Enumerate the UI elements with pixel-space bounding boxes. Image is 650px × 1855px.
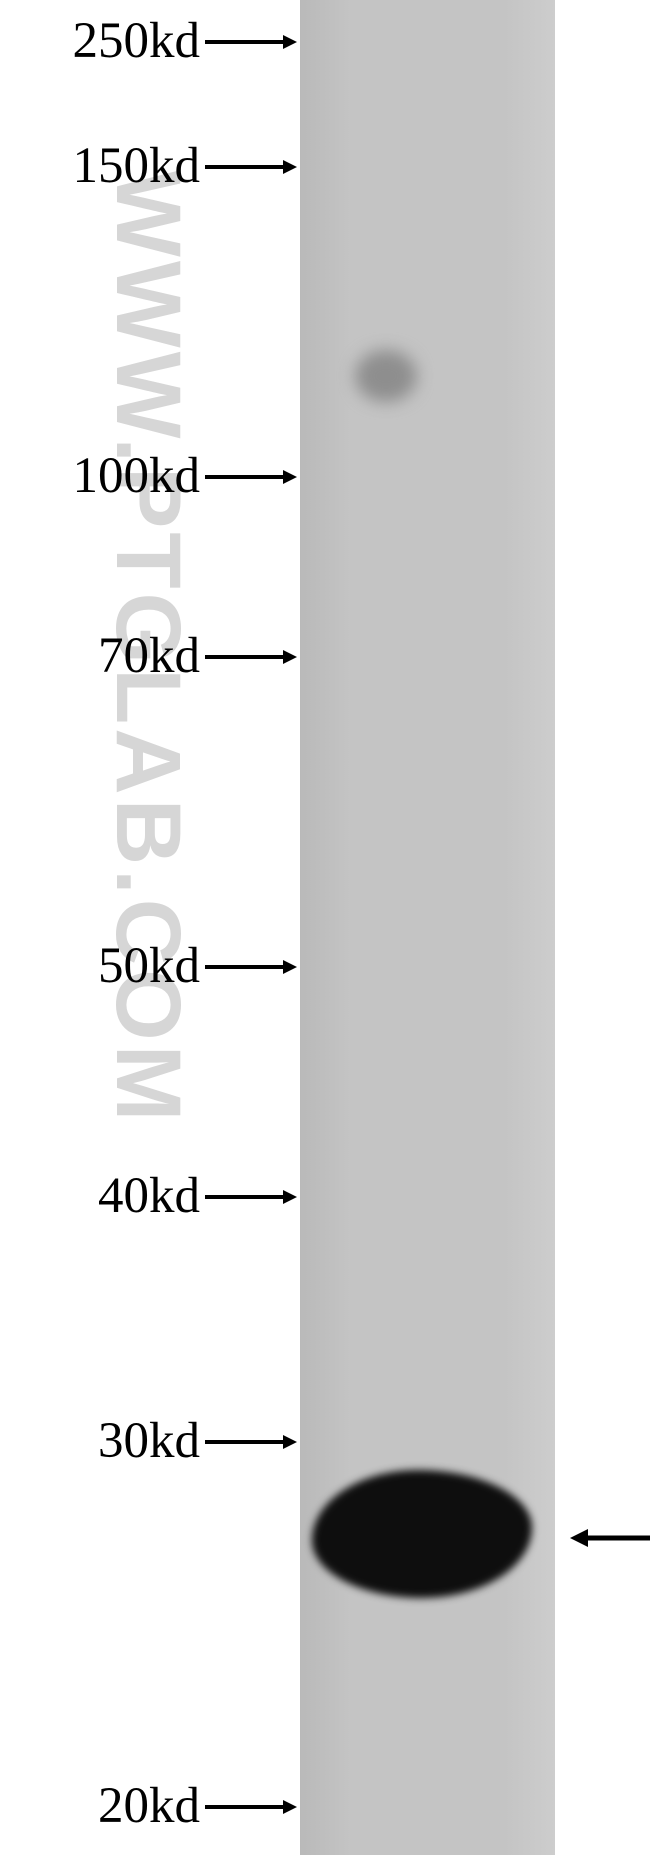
blot-figure: WWW.PTGLAB.COM 250kd150kd100kd70kd50kd40… bbox=[0, 0, 650, 1855]
mw-arrow-icon bbox=[205, 158, 297, 181]
mw-arrow-icon bbox=[205, 958, 297, 981]
mw-arrow-icon bbox=[205, 648, 297, 671]
mw-label-150kd: 150kd bbox=[73, 137, 201, 195]
mw-label-20kd: 20kd bbox=[98, 1777, 200, 1835]
mw-arrow-icon bbox=[205, 1798, 297, 1821]
arrow-left-icon bbox=[570, 1527, 650, 1549]
mw-label-40kd: 40kd bbox=[98, 1167, 200, 1225]
mw-arrow-icon bbox=[205, 1433, 297, 1456]
mw-label-100kd: 100kd bbox=[73, 447, 201, 505]
mw-arrow-icon bbox=[205, 1188, 297, 1211]
mw-arrow-icon bbox=[205, 33, 297, 56]
mw-label-250kd: 250kd bbox=[73, 12, 201, 70]
result-arrow bbox=[570, 1527, 650, 1554]
mw-label-70kd: 70kd bbox=[98, 627, 200, 685]
mw-label-30kd: 30kd bbox=[98, 1412, 200, 1470]
faint-spot-upper bbox=[355, 350, 417, 402]
mw-arrow-icon bbox=[205, 468, 297, 491]
mw-label-50kd: 50kd bbox=[98, 937, 200, 995]
